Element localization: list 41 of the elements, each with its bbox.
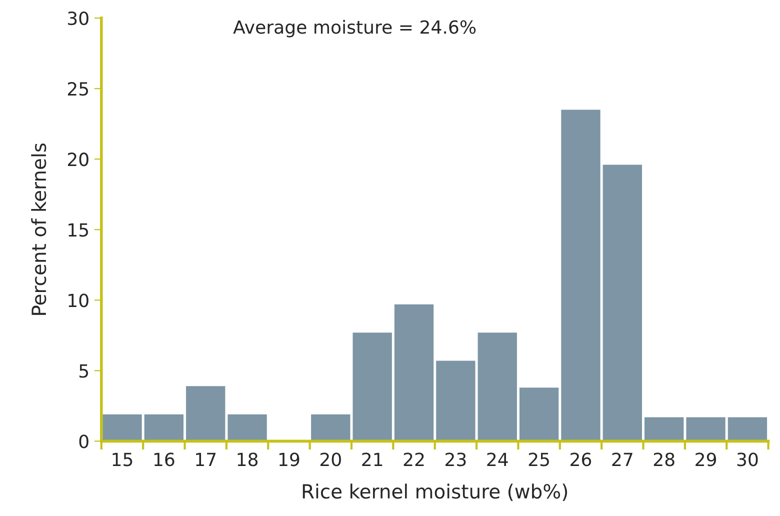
x-tick-label: 30 bbox=[737, 452, 758, 466]
bar bbox=[478, 332, 517, 442]
y-tick-label: 15 bbox=[68, 223, 88, 237]
bar bbox=[144, 414, 184, 442]
x-tick-label: 26 bbox=[570, 452, 592, 466]
bar bbox=[186, 386, 226, 442]
x-tick-label: 15 bbox=[112, 452, 132, 466]
bar bbox=[102, 414, 142, 442]
x-tick-label: 27 bbox=[612, 452, 632, 466]
bar bbox=[394, 304, 434, 442]
bar bbox=[561, 110, 600, 442]
bar bbox=[644, 417, 684, 442]
x-tick-label: 16 bbox=[154, 452, 174, 466]
bar bbox=[728, 417, 768, 442]
bar bbox=[228, 414, 267, 442]
bar bbox=[311, 414, 350, 442]
x-tick-label: 20 bbox=[320, 452, 341, 466]
y-tick-label: 30 bbox=[68, 12, 88, 26]
x-tick-label: 29 bbox=[696, 452, 716, 466]
x-tick-label: 25 bbox=[528, 452, 549, 466]
y-tick-label: 5 bbox=[80, 364, 88, 378]
bar bbox=[436, 360, 476, 442]
bar bbox=[519, 388, 559, 442]
y-tick-label: 0 bbox=[79, 434, 88, 448]
bar bbox=[602, 164, 642, 442]
bar bbox=[686, 417, 726, 442]
x-tick-label: 22 bbox=[404, 452, 424, 466]
y-tick-label: 25 bbox=[68, 82, 88, 96]
x-tick-label: 24 bbox=[487, 452, 508, 466]
x-tick-label: 19 bbox=[279, 452, 300, 466]
x-tick-label: 17 bbox=[196, 452, 216, 466]
x-tick-label: 21 bbox=[362, 452, 382, 466]
bar bbox=[352, 332, 392, 442]
y-tick-label: 10 bbox=[68, 294, 88, 308]
x-tick-label: 28 bbox=[654, 452, 674, 466]
annotation: Average moisture = 24.6% bbox=[233, 20, 476, 38]
x-tick-label: 23 bbox=[446, 452, 466, 466]
y-axis-title: Percent of kernels bbox=[31, 143, 46, 315]
x-tick-label: 18 bbox=[238, 452, 258, 466]
x-axis-title: Rice kernel moisture (wb%) bbox=[302, 484, 568, 501]
y-tick-label: 20 bbox=[68, 152, 88, 166]
